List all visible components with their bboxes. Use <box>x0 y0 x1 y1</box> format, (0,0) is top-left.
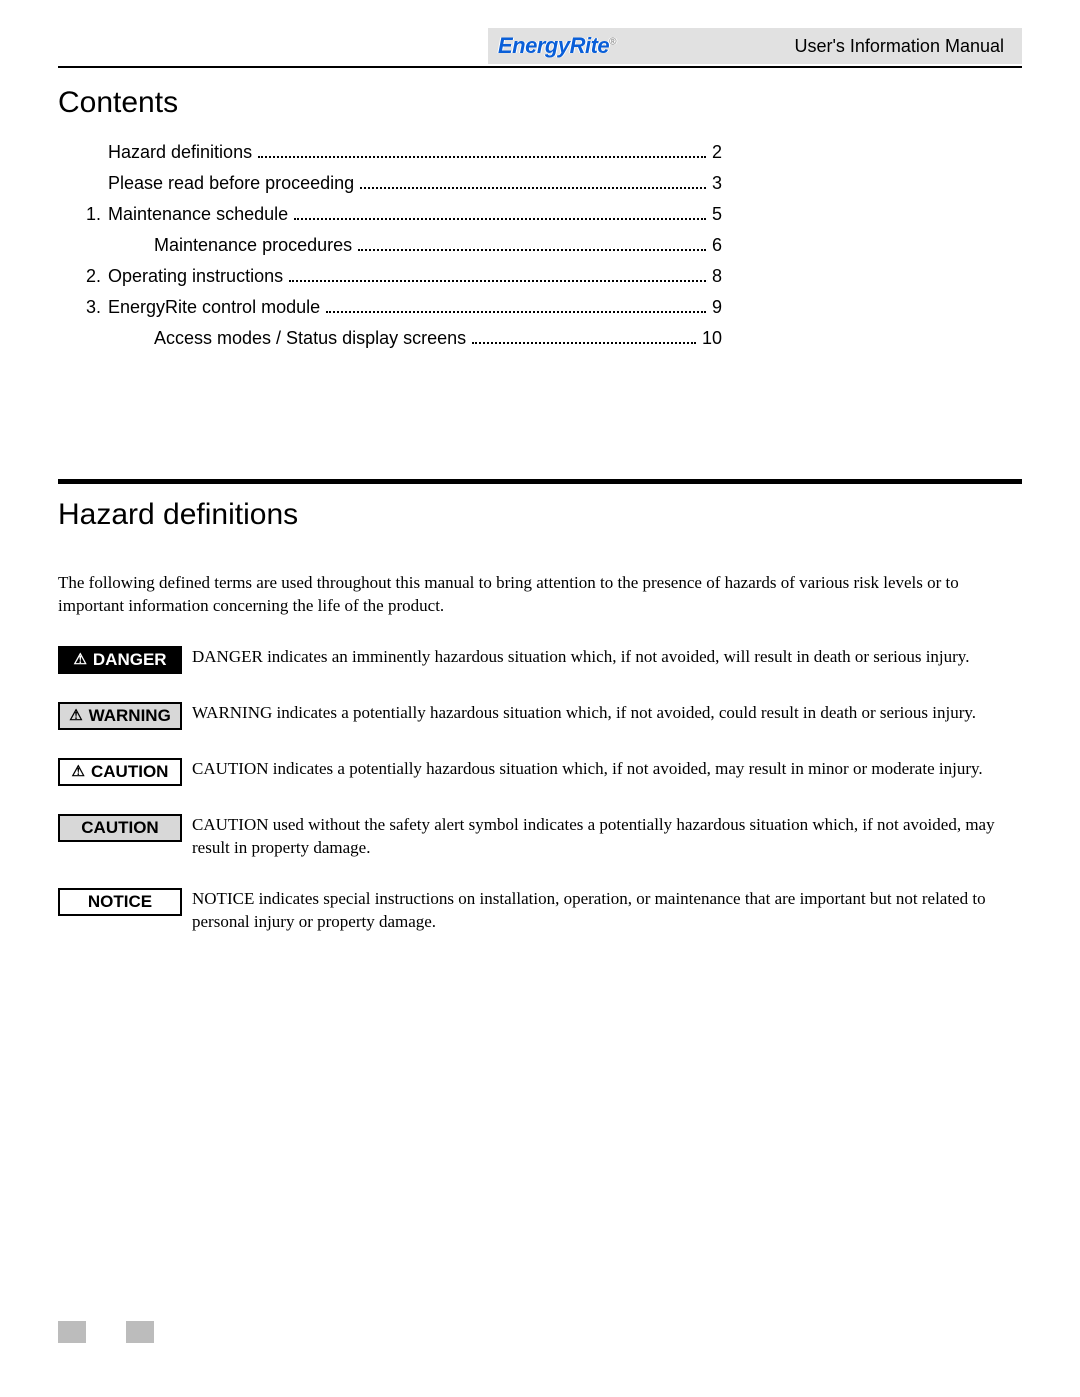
warning-triangle-icon: ⚠ <box>72 764 85 779</box>
hazard-label: NOTICE <box>88 892 152 912</box>
toc-leader-dots <box>294 206 706 220</box>
toc-number: 1. <box>86 204 108 225</box>
toc-number: 2. <box>86 266 108 287</box>
hazard-row: NOTICE NOTICE indicates special instructi… <box>58 888 1022 934</box>
section-rule <box>58 479 1022 484</box>
hazard-label: DANGER <box>93 650 167 670</box>
brand-registered: ® <box>609 37 616 48</box>
toc-leader-dots <box>472 330 696 344</box>
toc-row: 3.EnergyRite control module 9 <box>86 297 722 318</box>
hazard-badge: NOTICE <box>58 888 182 916</box>
toc-label: Access modes / Status display screens <box>154 328 466 349</box>
hazard-intro: The following defined terms are used thr… <box>58 572 1022 618</box>
toc-page: 3 <box>712 173 722 194</box>
footer-blocks <box>58 1321 154 1343</box>
toc-leader-dots <box>358 237 706 251</box>
hazard-row: CAUTION CAUTION used without the safety a… <box>58 814 1022 860</box>
page: EnergyRite® User's Information Manual Co… <box>0 0 1080 1397</box>
toc-leader-dots <box>289 268 706 282</box>
toc-row: Please read before proceeding 3 <box>86 173 722 194</box>
manual-title: User's Information Manual <box>794 36 1004 57</box>
hazard-label: CAUTION <box>81 818 158 838</box>
toc-page: 9 <box>712 297 722 318</box>
toc-label: Hazard definitions <box>108 142 252 163</box>
toc-label: Please read before proceeding <box>108 173 354 194</box>
toc-label: Maintenance schedule <box>108 204 288 225</box>
toc-row: 2.Operating instructions 8 <box>86 266 722 287</box>
toc-row: Access modes / Status display screens 10 <box>86 328 722 349</box>
hazard-row: ⚠ CAUTION CAUTION indicates a potentially … <box>58 758 1022 786</box>
toc-page: 8 <box>712 266 722 287</box>
hazard-badge: CAUTION <box>58 814 182 842</box>
hazard-row: ⚠ DANGER DANGER indicates an imminently ha… <box>58 646 1022 674</box>
toc-leader-dots <box>360 175 706 189</box>
warning-triangle-icon: ⚠ <box>69 708 82 723</box>
hazard-heading: Hazard definitions <box>58 498 1022 532</box>
hazard-description: WARNING indicates a potentially hazardou… <box>192 702 1022 725</box>
toc-label: EnergyRite control module <box>108 297 320 318</box>
hazard-badge: ⚠ DANGER <box>58 646 182 674</box>
toc-page: 6 <box>712 235 722 256</box>
hazard-description: DANGER indicates an imminently hazardous… <box>192 646 1022 669</box>
header-gray-strip: EnergyRite® User's Information Manual <box>488 28 1022 64</box>
brand-text: EnergyRite <box>498 33 609 58</box>
hazard-list: ⚠ DANGER DANGER indicates an imminently ha… <box>58 646 1022 934</box>
toc: Hazard definitions 2 Please read before pr… <box>58 142 1022 349</box>
toc-leader-dots <box>326 299 706 313</box>
header-rule <box>58 66 1022 68</box>
footer-block <box>126 1321 154 1343</box>
hazard-description: NOTICE indicates special instructions on… <box>192 888 1022 934</box>
hazard-label: WARNING <box>89 706 171 726</box>
toc-page: 2 <box>712 142 722 163</box>
toc-row: Maintenance procedures 6 <box>86 235 722 256</box>
hazard-description: CAUTION indicates a potentially hazardou… <box>192 758 1022 781</box>
hazard-badge: ⚠ WARNING <box>58 702 182 730</box>
toc-number: 3. <box>86 297 108 318</box>
footer-block <box>58 1321 86 1343</box>
hazard-row: ⚠ WARNING WARNING indicates a potentially … <box>58 702 1022 730</box>
contents-heading: Contents <box>58 86 1022 120</box>
warning-triangle-icon: ⚠ <box>73 652 86 667</box>
toc-label: Maintenance procedures <box>154 235 352 256</box>
brand-logo: EnergyRite® <box>498 33 616 59</box>
toc-leader-dots <box>258 144 706 158</box>
toc-page: 10 <box>702 328 722 349</box>
hazard-description: CAUTION used without the safety alert sy… <box>192 814 1022 860</box>
header-band: EnergyRite® User's Information Manual <box>58 28 1022 64</box>
hazard-badge: ⚠ CAUTION <box>58 758 182 786</box>
hazard-label: CAUTION <box>91 762 168 782</box>
toc-row: Hazard definitions 2 <box>86 142 722 163</box>
toc-label: Operating instructions <box>108 266 283 287</box>
toc-page: 5 <box>712 204 722 225</box>
toc-row: 1.Maintenance schedule 5 <box>86 204 722 225</box>
